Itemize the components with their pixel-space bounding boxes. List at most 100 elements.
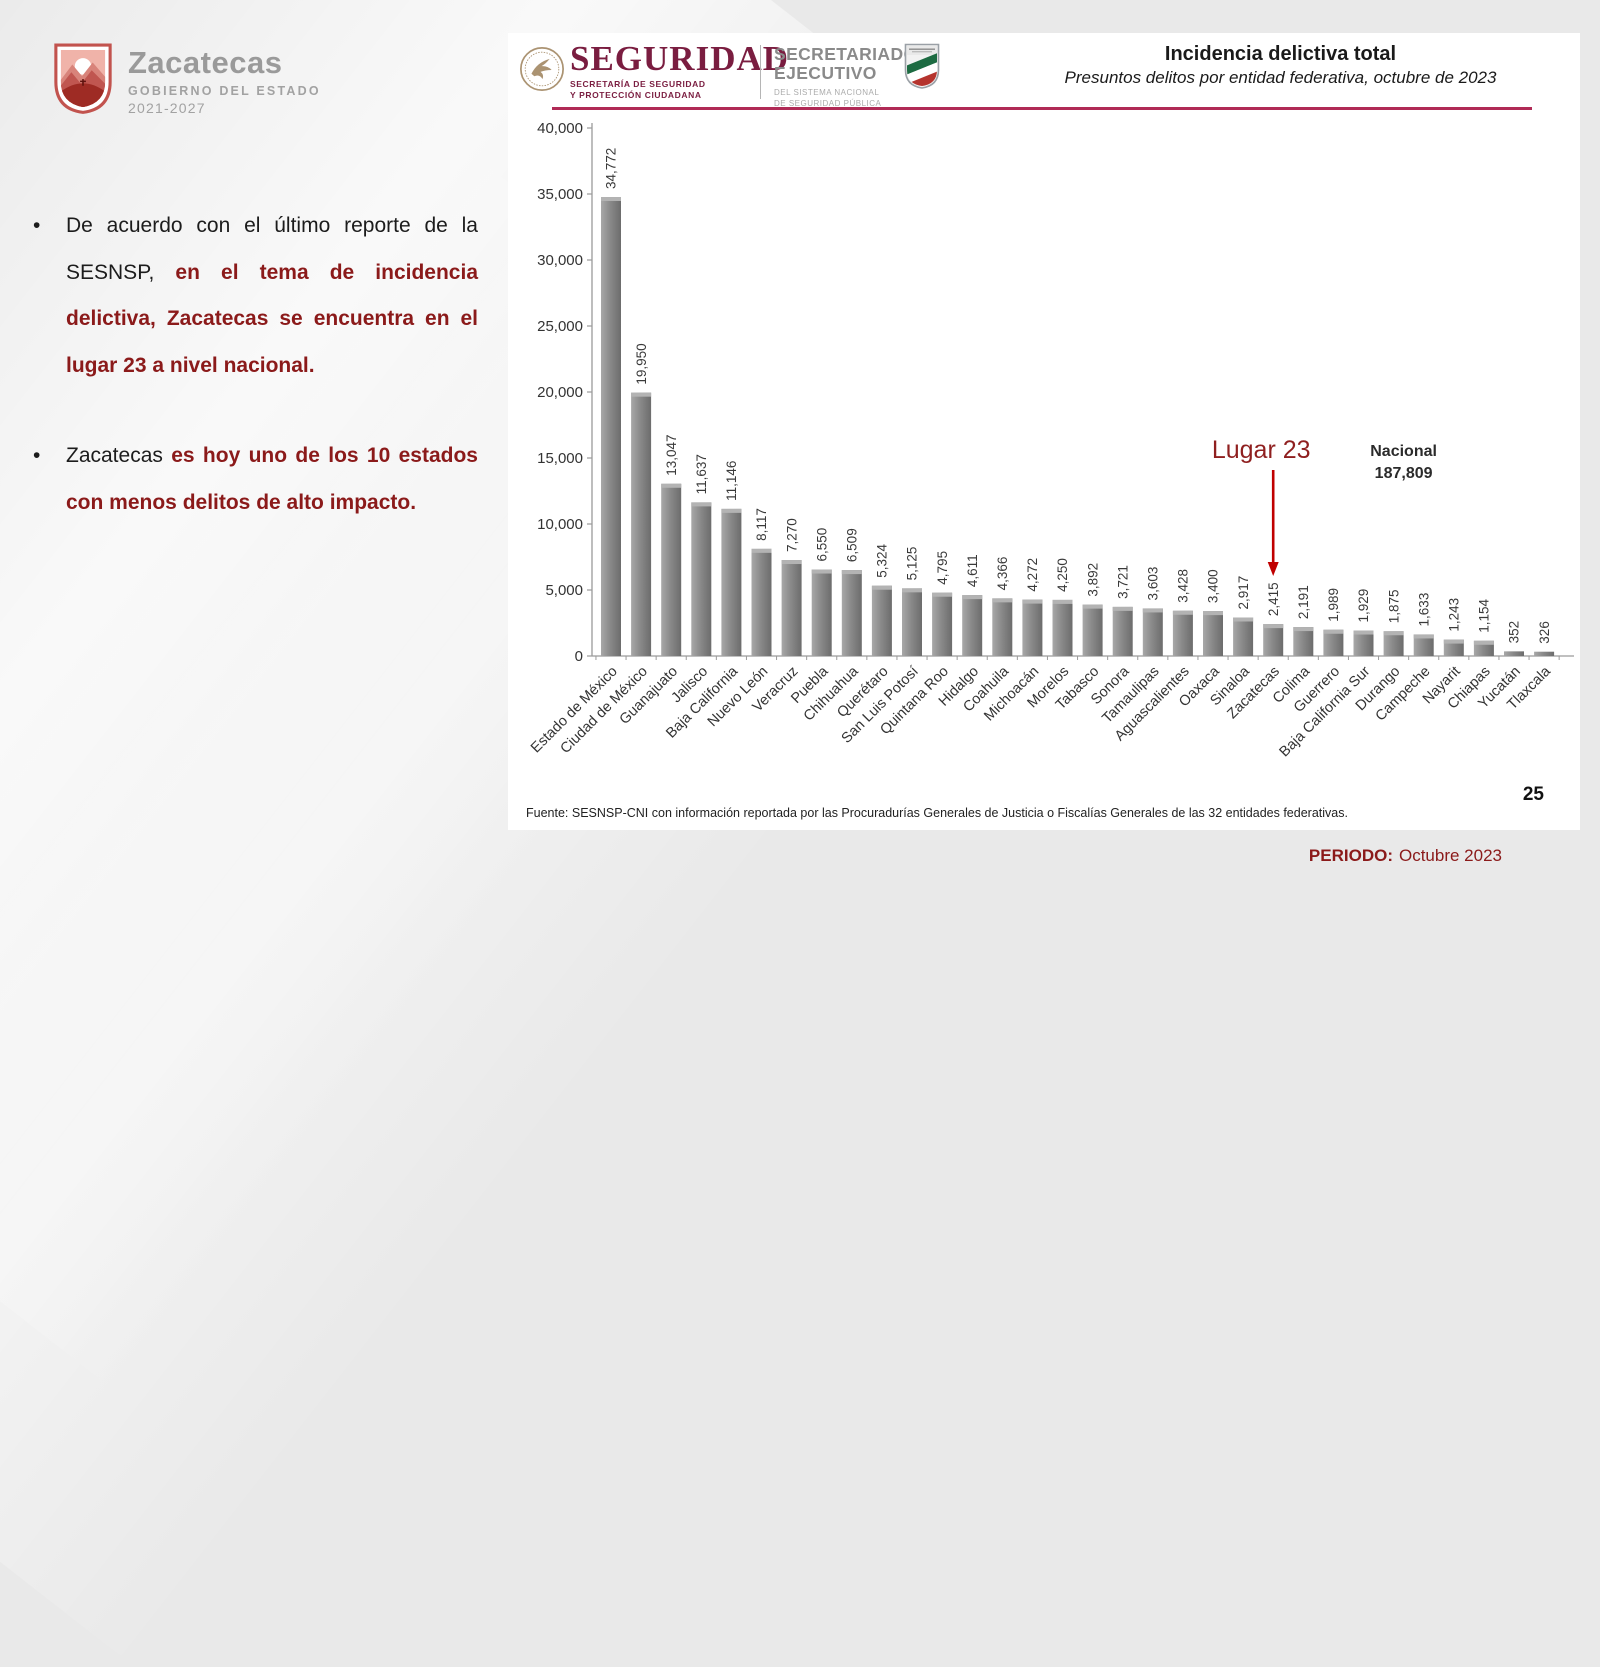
bar	[1233, 617, 1254, 656]
seguridad-wordmark: SEGURIDAD	[570, 39, 790, 78]
y-tick-label: 30,000	[537, 252, 583, 269]
bar	[841, 570, 862, 656]
bar-value-label: 1,154	[1477, 598, 1492, 632]
bar-value-label: 2,415	[1266, 582, 1281, 616]
bar-top-bevel	[661, 483, 682, 488]
bar-value-label: 19,950	[634, 343, 649, 384]
bar	[992, 598, 1013, 656]
seguridad-sub-line2: Y PROTECCIÓN CIUDADANA	[570, 90, 702, 101]
bar	[962, 595, 983, 656]
y-tick-label: 0	[575, 648, 583, 665]
bar-value-label: 7,270	[784, 518, 799, 552]
y-tick-label: 10,000	[537, 516, 583, 533]
bar-value-label: 4,611	[965, 554, 980, 587]
bar-value-label: 1,989	[1326, 588, 1341, 622]
bar-top-bevel	[1443, 639, 1464, 644]
mexico-eagle-seal-icon	[518, 43, 566, 100]
bullet-text-highlight: es hoy uno de los 10 estados con menos d…	[66, 444, 478, 515]
nacional-value: 187,809	[1375, 465, 1433, 482]
bar	[902, 588, 922, 656]
bar-top-bevel	[992, 598, 1013, 603]
bar-top-bevel	[1233, 617, 1254, 622]
chart-panel: SEGURIDAD SECRETARÍA DE SEGURIDAD Y PROT…	[508, 33, 1580, 830]
secretariado-sub-line2: DE SEGURIDAD PÚBLICA	[774, 98, 882, 108]
bar	[1383, 631, 1404, 656]
bar	[1082, 604, 1103, 656]
bar-top-bevel	[1052, 599, 1073, 604]
bullet-text-normal: Zacatecas	[66, 444, 172, 468]
y-tick-label: 40,000	[537, 120, 583, 137]
zacatecas-logo: Zacatecas GOBIERNO DEL ESTADO 2021-2027	[52, 40, 321, 121]
bar	[661, 483, 682, 656]
bar	[781, 560, 802, 656]
secretariado-block: SECRETARIADO EJECUTIVO DEL SISTEMA NACIO…	[774, 45, 918, 109]
panel-header: SEGURIDAD SECRETARÍA DE SEGURIDAD Y PROT…	[508, 33, 1580, 111]
chart-title-block: Incidencia delictiva total Presuntos del…	[1008, 42, 1553, 89]
bullet-item: De acuerdo con el último reporte de la S…	[28, 203, 478, 389]
bullet-list: De acuerdo con el último reporte de la S…	[28, 203, 478, 571]
bullet-item: Zacatecas es hoy uno de los 10 estados c…	[28, 433, 478, 526]
bar-value-label: 5,125	[905, 547, 920, 581]
source-note: Fuente: SESNSP-CNI con información repor…	[526, 806, 1348, 820]
logo-term-years: 2021-2027	[128, 99, 206, 116]
bar-top-bevel	[932, 592, 953, 597]
bar-top-bevel	[1203, 611, 1223, 616]
bar	[1052, 599, 1073, 656]
y-tick-label: 35,000	[537, 186, 583, 203]
bar-top-bevel	[1022, 599, 1043, 604]
period-label: PERIODO:	[1308, 846, 1393, 865]
bar-value-label: 4,272	[1025, 558, 1040, 592]
bar-value-label: 6,509	[845, 528, 860, 562]
period-line: PERIODO: Octubre 2023	[1309, 846, 1502, 866]
bar-value-label: 1,929	[1356, 589, 1371, 623]
chart-title: Incidencia delictiva total	[1164, 43, 1397, 65]
bar-top-bevel	[1323, 629, 1344, 634]
bar-value-label: 11,637	[694, 454, 709, 494]
bar-chart-container: 0 5,000 10,000 15,000 20,000 25,000 30,000 35,0…	[514, 118, 1578, 793]
bar	[1112, 606, 1133, 656]
y-tick-label: 20,000	[537, 384, 583, 401]
lugar-annotation: Lugar 23	[1212, 436, 1311, 464]
header-rule	[552, 107, 1532, 110]
bar-value-label: 1,243	[1447, 598, 1462, 632]
bar-top-bevel	[871, 585, 892, 590]
bar	[1413, 634, 1434, 656]
y-tick-label: 5,000	[545, 582, 583, 599]
bar	[811, 569, 832, 656]
bar-value-label: 5,324	[875, 543, 890, 577]
bar-value-label: 11,146	[724, 461, 739, 501]
bar	[691, 502, 712, 656]
bar-value-label: 3,400	[1206, 569, 1221, 603]
bar	[1353, 630, 1374, 656]
bar-top-bevel	[781, 560, 802, 565]
bar-top-bevel	[811, 569, 832, 574]
bar	[1534, 651, 1555, 656]
bar-top-bevel	[1293, 627, 1314, 632]
bar-value-label: 4,366	[995, 557, 1010, 591]
period-value: Octubre 2023	[1398, 846, 1502, 865]
lugar-arrowhead	[1267, 562, 1279, 576]
bar-top-bevel	[721, 508, 742, 513]
bar-top-bevel	[962, 595, 983, 600]
header-divider	[760, 45, 761, 99]
logo-state-name: Zacatecas	[128, 44, 283, 80]
bullet-text-highlight: en el tema de incidencia delictiva, Zaca…	[66, 260, 479, 377]
bar	[721, 508, 742, 656]
bar	[1142, 608, 1163, 656]
bar-top-bevel	[631, 392, 652, 397]
bar-value-label: 1,633	[1416, 593, 1431, 627]
bar-top-bevel	[1263, 624, 1284, 629]
bar-top-bevel	[1112, 606, 1133, 611]
bar-value-label: 4,250	[1055, 558, 1070, 592]
secretariado-line1: SECRETARIADO	[774, 44, 918, 64]
y-tick-label: 25,000	[537, 318, 583, 335]
bar-top-bevel	[691, 502, 712, 507]
bar-value-label: 3,603	[1146, 567, 1161, 601]
bar	[1323, 629, 1344, 656]
bar-value-label: 8,117	[754, 508, 769, 541]
bar	[871, 585, 892, 656]
bar	[1504, 651, 1524, 656]
bar-top-bevel	[1142, 608, 1163, 613]
bar-value-label: 6,550	[814, 528, 829, 562]
tricolor-shield-icon	[904, 43, 940, 94]
